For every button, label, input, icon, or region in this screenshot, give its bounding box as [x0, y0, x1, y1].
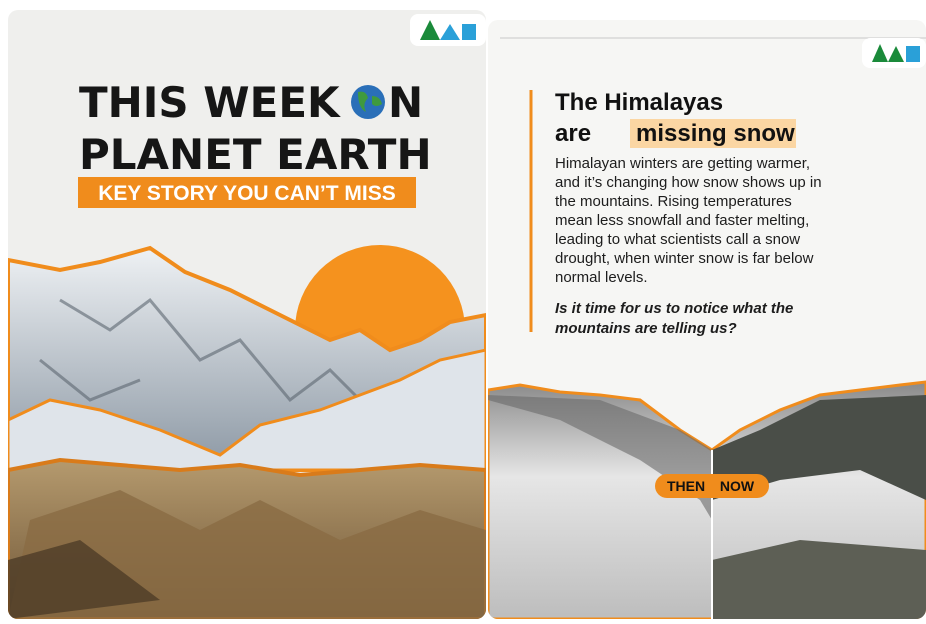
- screenshot: THIS WEEK N PLANET EARTH KEY STORY YOU C…: [0, 0, 926, 619]
- heading-line2: are: [555, 120, 591, 147]
- logo: [862, 38, 926, 68]
- title-line2: PLANET EARTH: [79, 130, 432, 179]
- body-line: the mountains. Rising temperatures: [555, 193, 792, 210]
- title-line1-b: N: [388, 78, 423, 127]
- question-line: Is it time for us to notice what the: [555, 300, 793, 317]
- heading-line1: The Himalayas: [555, 89, 723, 116]
- label-now: NOW: [720, 478, 755, 494]
- right-card: The Himalayas are missing snow Himalayan…: [488, 20, 926, 619]
- body-text: Himalayan winters are getting warmer, and…: [555, 155, 822, 286]
- body-line: and it’s changing how snow shows up in: [555, 174, 822, 191]
- label-then: THEN: [667, 478, 705, 494]
- body-line: Himalayan winters are getting warmer,: [555, 155, 810, 172]
- body-line: drought, when winter snow is far below: [555, 250, 814, 267]
- question-line: mountains are telling us?: [555, 320, 737, 337]
- globe-icon: [351, 85, 385, 119]
- body-line: mean less snowfall and faster melting,: [555, 212, 809, 229]
- title-line1-a: THIS WEEK: [79, 78, 341, 127]
- heading-highlight: missing snow: [636, 120, 795, 147]
- left-card: THIS WEEK N PLANET EARTH KEY STORY YOU C…: [8, 10, 486, 619]
- body-line: leading to what scientists call a snow: [555, 231, 800, 248]
- body-line: normal levels.: [555, 269, 648, 286]
- banner: KEY STORY YOU CAN’T MISS: [98, 182, 396, 205]
- logo: [410, 14, 486, 46]
